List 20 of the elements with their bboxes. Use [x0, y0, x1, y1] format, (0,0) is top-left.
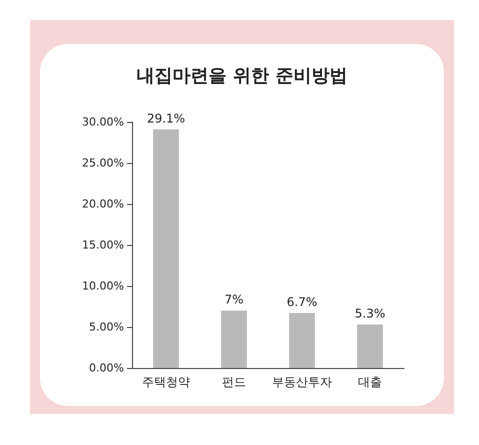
y-tick-label: 25.00% — [82, 156, 124, 170]
bar — [221, 310, 247, 368]
data-label: 5.3% — [354, 306, 386, 321]
x-tick-label: 대출 — [358, 375, 382, 389]
y-tick-label: 15.00% — [82, 238, 124, 252]
bar — [289, 313, 315, 368]
x-tick-label: 펀드 — [222, 375, 246, 389]
y-tick-label: 30.00% — [82, 116, 124, 128]
y-tick-label: 5.00% — [89, 320, 124, 334]
data-label: 6.7% — [286, 295, 318, 310]
y-tick-label: 10.00% — [82, 280, 124, 292]
bar — [357, 324, 383, 368]
data-label: 7% — [224, 292, 244, 307]
data-label: 29.1% — [146, 111, 186, 126]
y-tick-label: 0.00% — [89, 362, 124, 374]
chart-title: 내집마련을 위한 준비방법 — [136, 66, 348, 86]
y-tick-label: 20.00% — [82, 198, 124, 210]
bar — [153, 129, 179, 368]
x-tick-label: 주택청약 — [142, 375, 190, 389]
x-tick-label: 부동산투자 — [272, 375, 332, 389]
